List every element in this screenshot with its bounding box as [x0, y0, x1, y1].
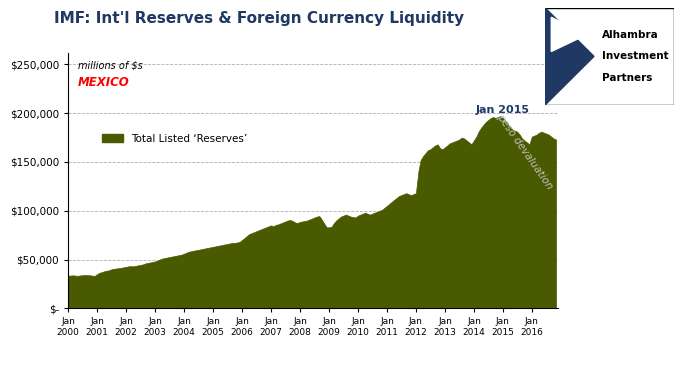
Text: Partners: Partners	[602, 73, 652, 83]
Text: millions of $s: millions of $s	[78, 60, 142, 70]
Text: MEXICO: MEXICO	[78, 76, 129, 89]
Polygon shape	[545, 8, 594, 105]
Text: Jan 2015: Jan 2015	[476, 105, 530, 115]
Text: IMF: Int'l Reserves & Foreign Currency Liquidity: IMF: Int'l Reserves & Foreign Currency L…	[54, 11, 464, 26]
Polygon shape	[552, 17, 586, 52]
Text: peso devaluation: peso devaluation	[495, 113, 554, 192]
Legend: Total Listed ‘Reserves’: Total Listed ‘Reserves’	[98, 129, 251, 148]
Text: Investment: Investment	[602, 52, 668, 61]
Text: Alhambra: Alhambra	[602, 30, 659, 40]
